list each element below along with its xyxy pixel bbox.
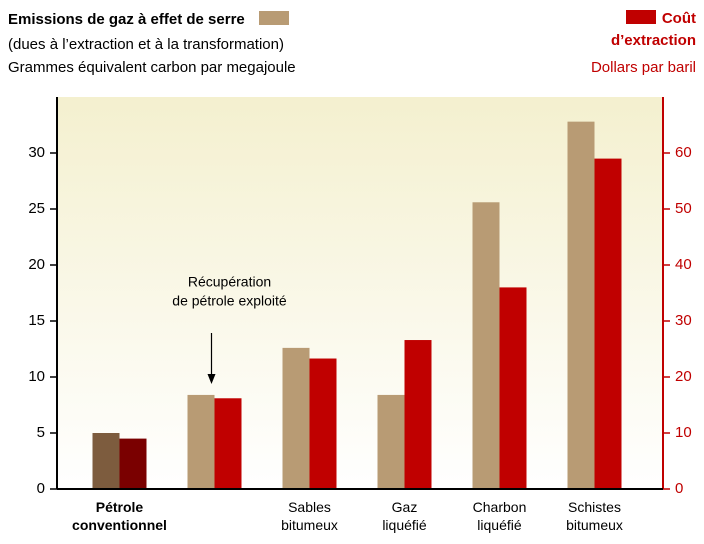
bar [214, 398, 242, 489]
bar [472, 202, 500, 489]
y2-tick-label: 0 [675, 480, 683, 497]
y2-tick-label: 60 [675, 144, 692, 161]
bar [377, 394, 405, 489]
bar [92, 433, 120, 489]
legend-swatch [625, 10, 656, 24]
y-tick-label: 25 [28, 200, 45, 217]
y2-tick-label: 10 [675, 424, 692, 441]
plot-background [57, 97, 663, 489]
x-tick-label: Sables bitumeux [281, 499, 338, 533]
legend-item: Coût d’extraction [576, 8, 696, 52]
bar [499, 287, 527, 489]
y-tick-label: 0 [37, 480, 45, 497]
y-tick-label: 10 [28, 368, 45, 385]
legend-label: Coût d’extraction [610, 10, 696, 49]
annotation: Récupération [188, 274, 271, 290]
legend-swatch [258, 11, 289, 25]
y-tick-label: 30 [28, 144, 45, 161]
y2-tick-label: 20 [675, 368, 692, 385]
y-tick-label: 5 [37, 424, 45, 441]
y-tick-label: 15 [28, 312, 45, 329]
bar [282, 347, 310, 489]
legend-item: Emissions de gaz à effet de serre [8, 8, 289, 31]
bar [119, 438, 147, 489]
subtitle: (dues à l’extraction et à la transformat… [8, 36, 284, 53]
annotation: de pétrole exploité [172, 293, 287, 309]
bar [187, 394, 215, 489]
y2-axis-label: Dollars par baril [590, 59, 696, 76]
bar [567, 121, 595, 489]
x-tick-label: Pétrole conventionnel [72, 499, 167, 533]
y2-tick-label: 50 [675, 200, 692, 217]
bar [404, 340, 432, 489]
x-tick-label: Charbon liquéfié [472, 499, 527, 533]
bar [594, 158, 622, 489]
y2-tick-label: 40 [675, 256, 692, 273]
x-tick-label: Schistes bitumeux [566, 499, 623, 533]
y2-tick-label: 30 [675, 312, 692, 329]
y-tick-label: 20 [28, 256, 45, 273]
subtitle: Grammes équivalent carbon par megajoule [8, 59, 296, 76]
annotation-arrowhead [207, 374, 216, 384]
legend-label: Emissions de gaz à effet de serre [8, 11, 245, 28]
x-tick-label: Gaz liquéfié [382, 499, 427, 533]
bar [309, 358, 337, 489]
